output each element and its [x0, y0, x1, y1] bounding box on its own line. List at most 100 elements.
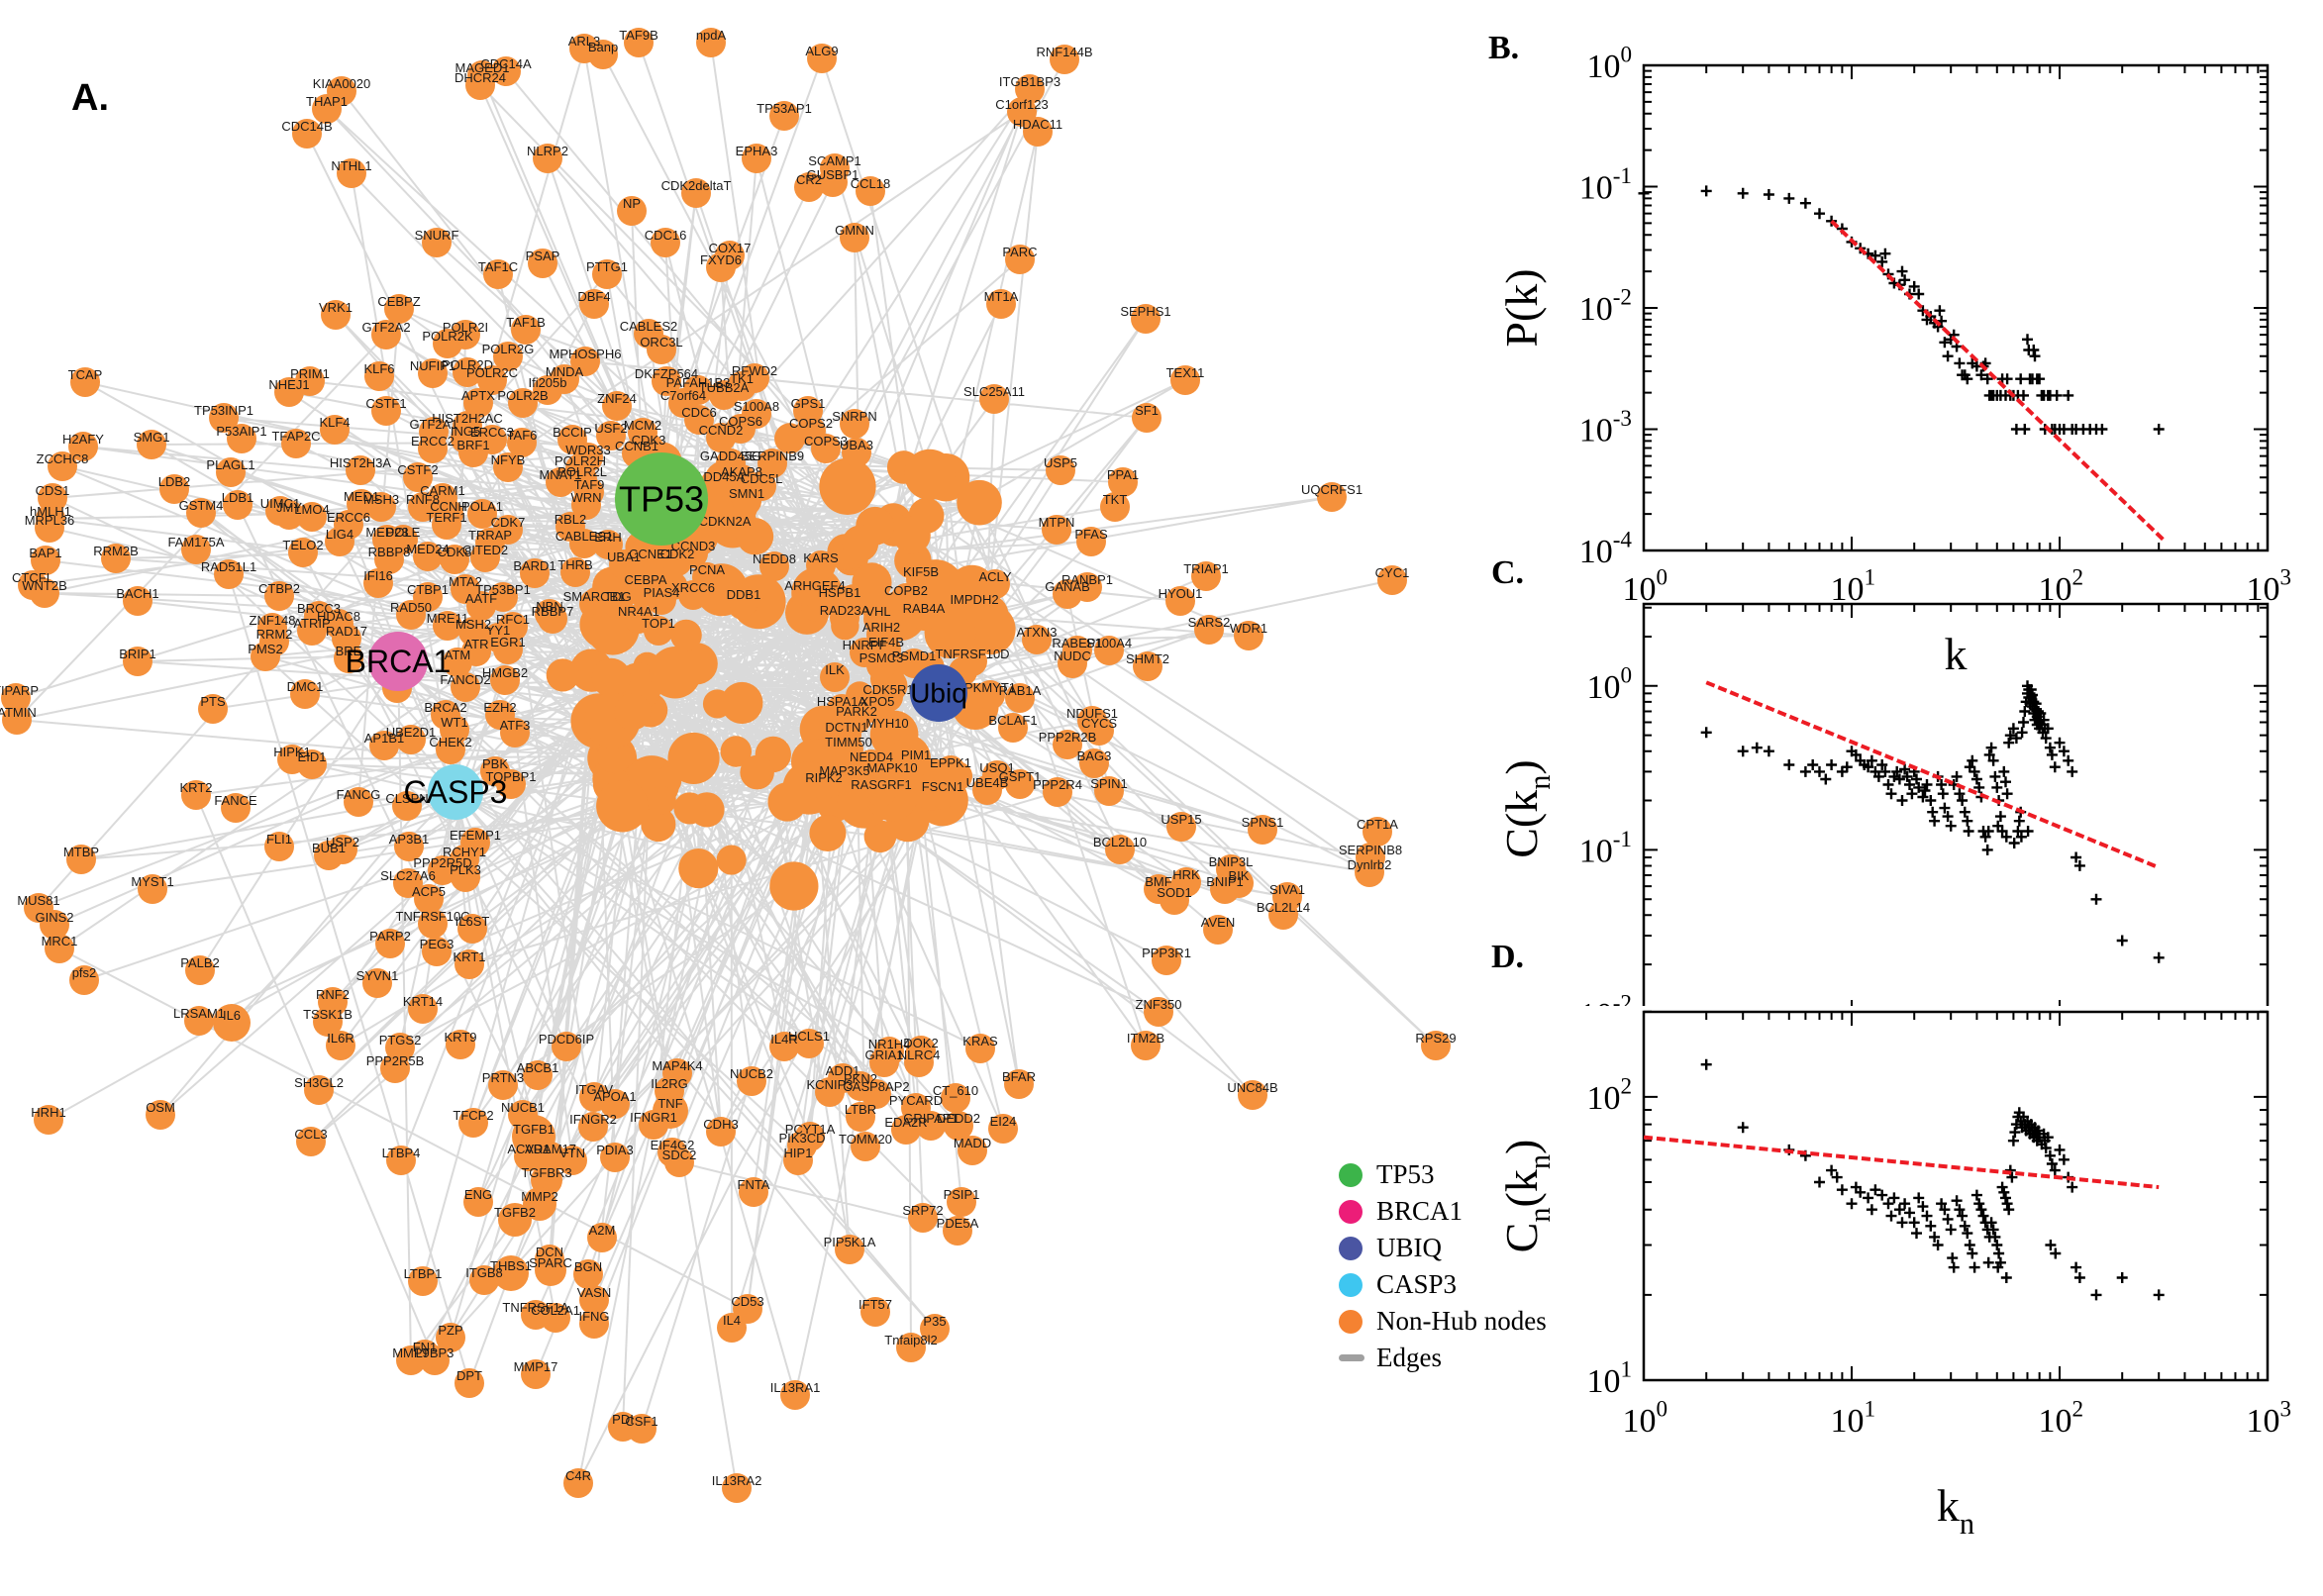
node-label: TNFRSF10C — [395, 909, 469, 924]
non-hub-node — [1094, 776, 1124, 806]
node-label: MSH2 — [455, 617, 491, 632]
node-label: TAF1B — [506, 315, 546, 330]
non-hub-node — [861, 1079, 891, 1109]
non-hub-node — [1377, 565, 1407, 595]
non-hub-node — [334, 644, 363, 673]
plot-frame — [1642, 63, 2270, 552]
x-tick-label: 101 — [1830, 1397, 1875, 1440]
node-label: XRCC6 — [671, 580, 715, 595]
non-hub-node — [418, 358, 448, 388]
node-label: RNF144B — [1036, 45, 1092, 59]
non-hub-node — [186, 498, 216, 528]
node-label: CYCS — [1081, 716, 1117, 731]
legend-label: BRCA1 — [1376, 1196, 1464, 1226]
node-label: WDR1 — [1230, 621, 1267, 636]
node-label: USP5 — [1044, 455, 1077, 470]
non-hub-node — [440, 545, 469, 574]
non-hub-node — [649, 646, 702, 699]
node-label: NR4A1 — [618, 604, 659, 619]
node-label: ENG — [464, 1187, 492, 1202]
node-label: ITGAV — [575, 1082, 613, 1097]
non-hub-node — [374, 545, 404, 574]
node-label: CDH3 — [703, 1117, 738, 1132]
node-label: KCNIP3 — [807, 1077, 854, 1092]
node-label: THAP1 — [306, 94, 348, 109]
non-hub-node — [811, 434, 841, 463]
node-label: WT1 — [441, 715, 467, 730]
power-law-fit-line — [1830, 219, 2167, 543]
data-points — [1700, 1058, 2165, 1301]
non-hub-node — [457, 914, 487, 944]
non-hub-node — [609, 549, 639, 579]
non-hub-node — [48, 451, 77, 481]
non-hub-node — [514, 1142, 544, 1171]
node-label: MTBP — [63, 845, 99, 859]
node-label: GTF2A1 — [409, 417, 457, 432]
non-hub-node — [769, 861, 819, 911]
non-hub-node — [408, 1266, 438, 1296]
node-label: S100A8 — [734, 399, 779, 414]
data-points — [1700, 680, 2165, 963]
node-label: MYH10 — [865, 716, 908, 731]
non-hub-node — [941, 1083, 970, 1113]
node-label: TAF1C — [478, 259, 518, 274]
node-label: EDA2R — [884, 1115, 927, 1130]
non-hub-node — [214, 559, 244, 589]
node-label: SYVN1 — [356, 968, 399, 983]
x-tick-label: 101 — [1830, 565, 1875, 608]
non-hub-node — [428, 855, 457, 885]
node-label: COPS2 — [789, 416, 833, 431]
node-label: CCL18 — [851, 176, 890, 191]
node-label: MED24 — [406, 542, 449, 556]
node-label: TUBB2A — [699, 380, 750, 395]
non-hub-node — [443, 648, 472, 677]
node-label: HIST2H3A — [330, 455, 391, 470]
tick-label: 100 — [1586, 663, 1632, 706]
node-label: KLF4 — [319, 415, 350, 430]
node-label: MRE11 — [427, 611, 468, 626]
non-hub-node — [716, 845, 747, 875]
node-label: ZCCHC8 — [37, 451, 89, 466]
node-label: MED1 — [344, 489, 379, 504]
non-hub-node — [733, 1294, 762, 1324]
node-label: PLK3 — [450, 862, 481, 877]
non-hub-node — [563, 1468, 593, 1498]
node-label: POLE — [386, 525, 421, 540]
node-label: LRSAM1 — [173, 1006, 225, 1021]
node-label: SNURF — [415, 228, 459, 243]
non-hub-node — [560, 557, 590, 587]
node-label: LIG4 — [326, 527, 354, 542]
non-hub-node — [958, 647, 987, 676]
non-hub-node — [1015, 74, 1045, 104]
non-hub-node — [681, 178, 711, 208]
node-label: POLA1 — [461, 499, 503, 514]
node-label: CHEK2 — [429, 735, 471, 749]
node-label: NEDD8 — [753, 551, 796, 566]
non-hub-node — [706, 1117, 736, 1147]
node-label: BRCC3 — [297, 601, 341, 616]
non-hub-node — [1005, 245, 1035, 274]
non-hub-node — [579, 1285, 609, 1315]
non-hub-node — [320, 415, 350, 445]
node-label: THBS1 — [490, 1258, 532, 1273]
node-label: BCL2L14 — [1257, 900, 1310, 915]
node-label: RRM2 — [256, 627, 293, 642]
node-label: RNF2 — [316, 987, 350, 1002]
non-hub-node — [596, 421, 626, 450]
node-label: ITGB8 — [465, 1265, 503, 1280]
non-hub-node — [809, 770, 839, 800]
non-hub-node — [1194, 615, 1224, 645]
non-hub-node — [1203, 915, 1233, 945]
non-hub-node — [488, 1070, 518, 1100]
axis-ticks — [1643, 64, 2269, 551]
node-label: VHL — [865, 604, 890, 619]
non-hub-node — [710, 514, 740, 544]
node-label: POLR2L — [557, 464, 607, 479]
non-hub-node — [362, 968, 392, 998]
node-label: POLR2I — [443, 320, 488, 335]
x-tick-label: 103 — [2246, 1397, 2291, 1440]
node-label: PCNA — [689, 562, 725, 577]
node-label: TAF6 — [507, 428, 538, 443]
node-label: PTS — [200, 694, 226, 709]
node-label: POLR2C — [466, 365, 518, 380]
